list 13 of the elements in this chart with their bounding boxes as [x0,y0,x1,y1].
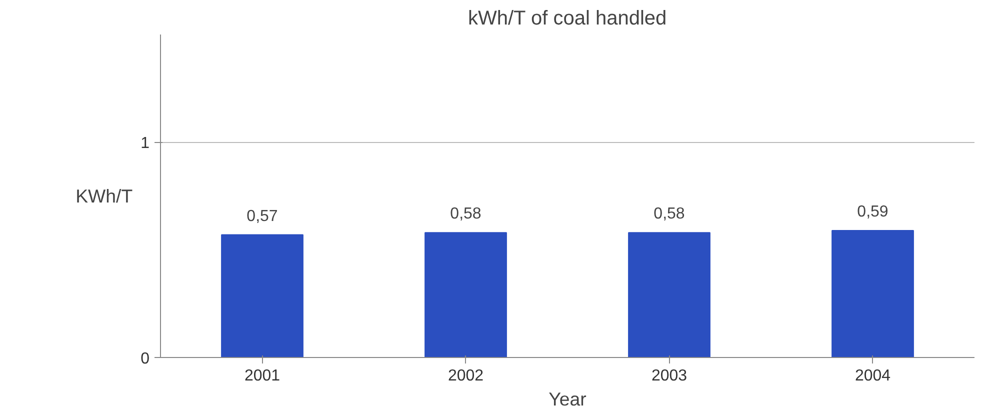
x-axis-title: Year [548,388,586,410]
data-label: 0,59 [857,203,888,220]
data-label: 0,58 [654,206,685,223]
x-tick-label: 2003 [651,368,688,384]
y-axis-title: KWh/T [76,186,133,206]
chart-title: kWh/T of coal handled [468,8,667,30]
y-tick-label: 0 [140,350,150,368]
data-label: 0,58 [450,206,482,223]
x-tick-label: 2001 [244,368,280,384]
y-tick-label: 1 [140,135,150,152]
x-tick-label: 2002 [448,368,484,384]
data-label: 0,57 [246,208,278,225]
x-tick-label: 2004 [854,368,891,384]
